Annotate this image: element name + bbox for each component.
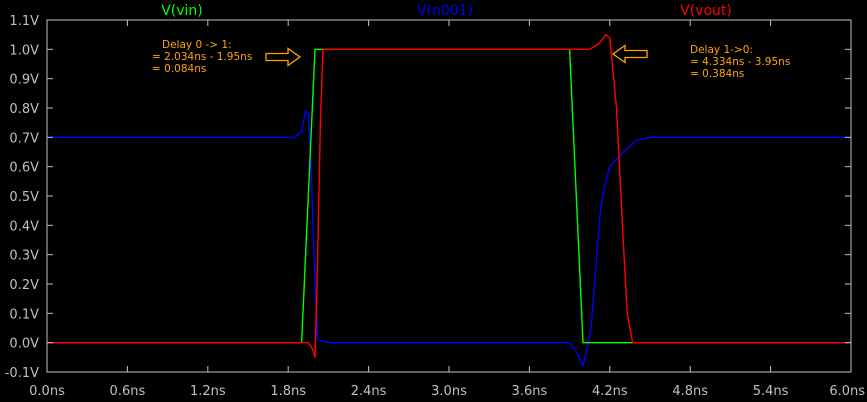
annotation-text: = 0.384ns xyxy=(690,68,744,80)
x-tick-label: 0.0ns xyxy=(29,384,65,399)
y-tick-label: 0.0V xyxy=(9,337,39,352)
y-tick-label: 0.3V xyxy=(9,249,39,264)
x-tick-label: 4.8ns xyxy=(672,384,708,399)
x-tick-label: 2.4ns xyxy=(351,384,387,399)
y-tick-label: 1.0V xyxy=(9,43,39,58)
x-tick-label: 6.0ns xyxy=(829,384,865,399)
x-tick-label: 1.8ns xyxy=(270,384,306,399)
legend-label: V(n001) xyxy=(417,3,473,19)
y-tick-label: 0.4V xyxy=(9,219,39,234)
legend-label: V(vin) xyxy=(161,3,203,19)
x-tick-label: 3.6ns xyxy=(512,384,548,399)
legend-label: V(vout) xyxy=(680,3,732,19)
y-tick-label: -0.1V xyxy=(5,366,39,381)
annotation-text: Delay 1->0: xyxy=(690,44,753,56)
y-tick-label: 0.8V xyxy=(9,102,39,117)
annotation-text: = 0.084ns xyxy=(152,63,206,75)
x-tick-label: 3.0ns xyxy=(431,384,467,399)
x-tick-label: 5.4ns xyxy=(753,384,789,399)
y-tick-label: 0.1V xyxy=(9,307,39,322)
y-tick-label: 0.6V xyxy=(9,161,39,176)
x-tick-label: 1.2ns xyxy=(190,384,226,399)
annotation-text: Delay 0 -> 1: xyxy=(162,39,232,51)
x-tick-label: 0.6ns xyxy=(110,384,146,399)
annotation-text: = 2.034ns - 1.95ns xyxy=(152,51,252,63)
y-tick-label: 0.2V xyxy=(9,278,39,293)
y-tick-label: 0.5V xyxy=(9,190,39,205)
y-tick-label: 0.9V xyxy=(9,73,39,88)
x-tick-label: 4.2ns xyxy=(592,384,628,399)
annotation-text: = 4.334ns - 3.95ns xyxy=(690,56,790,68)
y-tick-label: 0.7V xyxy=(9,131,39,146)
y-tick-label: 1.1V xyxy=(9,14,39,29)
